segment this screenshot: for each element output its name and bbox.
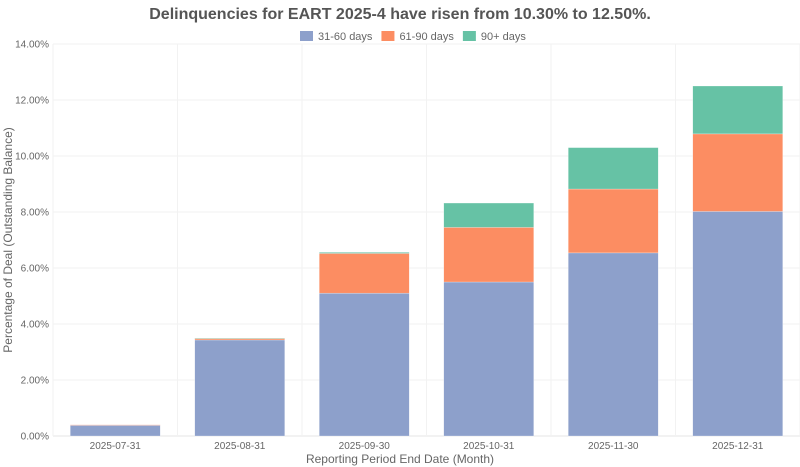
- y-tick-label: 2.00%: [21, 376, 49, 387]
- bar-61-90-days-2025-09-30[interactable]: [319, 253, 410, 294]
- x-axis-title: Reporting Period End Date (Month): [306, 452, 494, 466]
- x-tick-label: 2025-07-31: [90, 441, 142, 452]
- x-tick-label: 2025-09-30: [339, 441, 391, 452]
- legend-swatch: [381, 31, 395, 41]
- y-axis-title: Percentage of Deal (Outstanding Balance): [1, 127, 15, 352]
- bar-31-60-days-2025-11-30[interactable]: [568, 252, 659, 437]
- y-tick-label: 10.00%: [15, 152, 49, 163]
- legend-label: 61-90 days: [399, 31, 454, 43]
- bar-31-60-days-2025-10-31[interactable]: [443, 281, 534, 437]
- y-tick-label: 0.00%: [21, 432, 49, 443]
- bar-90-days-2025-12-31[interactable]: [692, 85, 783, 135]
- legend-item[interactable]: 90+ days: [462, 31, 526, 43]
- legend-label: 31-60 days: [318, 31, 373, 43]
- bar-61-90-days-2025-12-31[interactable]: [692, 133, 783, 212]
- legend-swatch: [300, 31, 313, 41]
- legend-item[interactable]: 31-60 days: [300, 31, 373, 43]
- bar-90-days-2025-09-30[interactable]: [319, 252, 410, 254]
- bar-61-90-days-2025-10-31[interactable]: [443, 227, 534, 283]
- y-tick-label: 4.00%: [21, 320, 49, 331]
- legend: 31-60 days 61-90 days 90+ days: [300, 31, 526, 43]
- bar-31-60-days-2025-12-31[interactable]: [692, 211, 783, 437]
- legend-item[interactable]: 61-90 days: [381, 31, 454, 43]
- x-tick-label: 2025-11-30: [588, 441, 639, 452]
- y-tick-label: 6.00%: [21, 264, 49, 275]
- y-axis-ticks: 0.00% 2.00% 4.00% 6.00% 8.00% 10.00% 12.00% 14.…: [15, 40, 49, 443]
- bar-61-90-days-2025-11-30[interactable]: [568, 188, 659, 254]
- bar-90-days-2025-08-31[interactable]: [194, 337, 285, 339]
- chart-title: Delinquencies for EART 2025-4 have risen…: [149, 6, 651, 23]
- x-tick-label: 2025-12-31: [712, 441, 764, 452]
- bar-61-90-days-2025-07-31[interactable]: [70, 424, 161, 426]
- bar-31-60-days-2025-08-31[interactable]: [194, 339, 285, 437]
- x-tick-label: 2025-08-31: [214, 441, 266, 452]
- y-tick-label: 8.00%: [21, 208, 49, 219]
- x-axis-ticks: 2025-07-31 2025-08-31 2025-09-30 2025-10-31…: [90, 441, 764, 452]
- bar-90-days-2025-11-30[interactable]: [568, 147, 659, 190]
- bars: [70, 85, 783, 437]
- bar-31-60-days-2025-09-30[interactable]: [319, 292, 410, 437]
- bar-90-days-2025-10-31[interactable]: [443, 202, 534, 228]
- y-tick-label: 12.00%: [15, 96, 49, 107]
- legend-label: 90+ days: [481, 31, 526, 43]
- legend-swatch: [462, 31, 476, 41]
- grid: [52, 43, 800, 437]
- bar-31-60-days-2025-07-31[interactable]: [70, 425, 161, 437]
- y-tick-label: 14.00%: [15, 40, 49, 51]
- x-tick-label: 2025-10-31: [463, 441, 515, 452]
